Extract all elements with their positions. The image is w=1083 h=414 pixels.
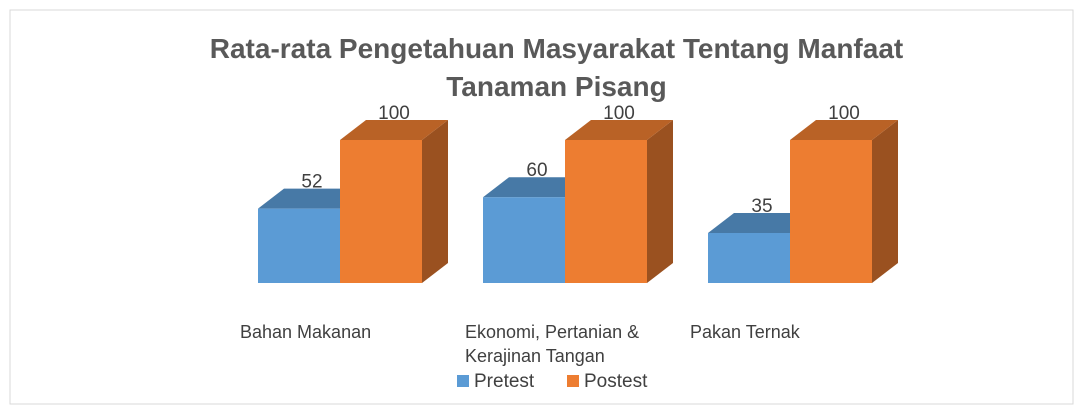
x-tick-label: Ekonomi, Pertanian & Kerajinan Tangan: [465, 322, 640, 366]
bar-top: [565, 120, 673, 140]
legend-label: Pretest: [474, 371, 535, 392]
data-label: 60: [526, 160, 547, 181]
data-label: 35: [751, 196, 772, 217]
bar-front: [340, 140, 422, 283]
bar-front: [258, 208, 340, 283]
bar-side: [647, 120, 673, 283]
legend-swatch: [567, 375, 579, 387]
bar-front: [790, 140, 872, 283]
data-label: 100: [603, 103, 635, 124]
bar-front: [483, 197, 565, 283]
bar-front: [565, 140, 647, 283]
data-label: 52: [301, 172, 322, 193]
data-label: 100: [828, 103, 860, 124]
legend-swatch: [457, 375, 469, 387]
bar: [565, 120, 673, 283]
x-tick-label: Bahan Makanan: [240, 322, 372, 342]
bar-front: [708, 232, 790, 283]
bar-top: [790, 120, 898, 140]
bar-top: [258, 188, 366, 209]
bar-top: [708, 212, 816, 233]
chart-title: Rata-rata Pengetahuan Masyarakat Tentang…: [209, 33, 904, 102]
x-tick-label: Pakan Ternak: [690, 322, 800, 342]
bar-side: [422, 120, 448, 283]
data-label: 100: [378, 103, 410, 124]
bar: [340, 120, 448, 283]
legend-label: Postest: [584, 371, 648, 392]
bar: [790, 120, 898, 283]
bar-top: [340, 120, 448, 140]
bar-side: [872, 120, 898, 283]
bar-top: [483, 177, 591, 198]
